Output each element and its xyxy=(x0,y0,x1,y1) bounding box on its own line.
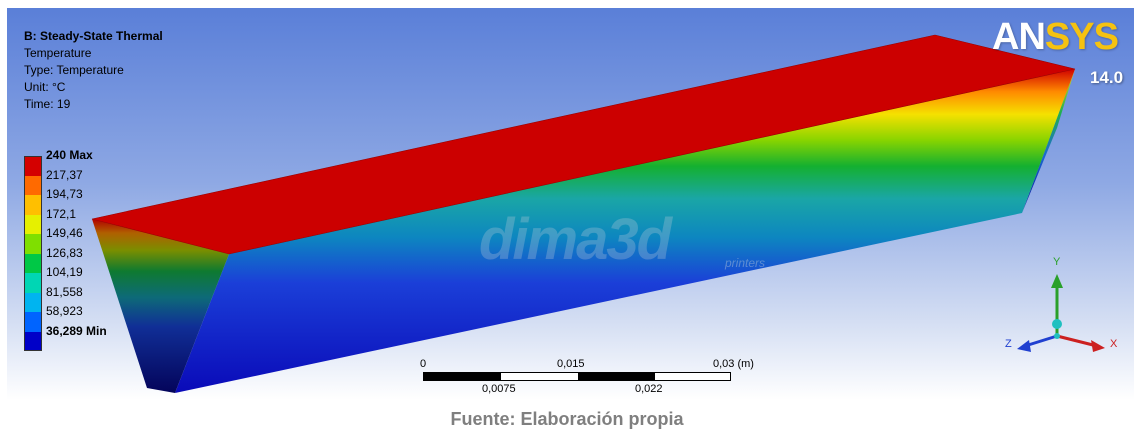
scale-label-end: 0,03 (m) xyxy=(713,358,754,370)
y-axis-label: Y xyxy=(1053,256,1061,268)
top-face xyxy=(91,34,1076,255)
y-arrow-icon xyxy=(1051,274,1063,288)
legend-swatch xyxy=(24,234,42,254)
legend-label[interactable]: 172,1 xyxy=(46,206,77,221)
scale-label-quarter: 0,0075 xyxy=(482,383,516,395)
legend-label[interactable]: 217,37 xyxy=(46,167,83,182)
result-type: Type: Temperature xyxy=(24,63,124,77)
legend-label[interactable]: 240 Max xyxy=(46,148,93,162)
scale-label-three-quarter: 0,022 xyxy=(635,383,663,395)
legend-swatch xyxy=(24,331,42,351)
legend-swatch xyxy=(24,273,42,293)
legend-label[interactable]: 104,19 xyxy=(46,265,83,279)
watermark-subtitle: printers xyxy=(725,256,766,270)
legend-label[interactable]: 36,289 Min xyxy=(46,323,107,338)
z-arrow-icon xyxy=(1017,340,1031,352)
scale-bar-segments xyxy=(423,372,731,381)
x-axis-label: X xyxy=(1110,338,1118,350)
version-label: 14.0 xyxy=(1090,68,1124,87)
result-name: Temperature xyxy=(24,46,92,60)
scale-label-0: 0 xyxy=(420,358,427,370)
legend-swatch xyxy=(24,292,42,312)
model-render[interactable] xyxy=(7,8,1134,400)
front-end-face xyxy=(92,219,229,393)
result-unit: Unit: °C xyxy=(24,80,66,94)
z-axis-label: Z xyxy=(1005,338,1012,350)
legend-label[interactable]: 194,73 xyxy=(46,187,83,201)
triad-origin xyxy=(1052,319,1062,329)
side-face xyxy=(175,69,1075,393)
figure-caption: Fuente: Elaboración propia xyxy=(450,409,684,429)
x-axis xyxy=(1056,334,1098,348)
legend-swatch xyxy=(24,156,42,176)
axis-triad[interactable] xyxy=(997,258,1117,358)
legend-swatch xyxy=(24,195,42,215)
legend-swatch xyxy=(24,214,42,234)
scale-label-mid: 0,015 xyxy=(557,358,585,370)
result-info: B: Steady-State Thermal Temperature Type… xyxy=(24,28,163,113)
legend-label[interactable]: 81,558 xyxy=(46,284,83,299)
legend-label[interactable]: 126,83 xyxy=(46,245,83,260)
ansys-logo: ANSYS xyxy=(992,16,1119,58)
watermark: dima3d xyxy=(479,207,672,272)
graphics-viewport[interactable]: dima3d printers B: Steady-State Thermal … xyxy=(7,8,1134,400)
legend-swatch xyxy=(24,175,42,195)
analysis-title: B: Steady-State Thermal xyxy=(24,29,163,43)
legend-swatch xyxy=(24,312,42,332)
result-time: Time: 19 xyxy=(24,97,71,111)
legend-label[interactable]: 149,46 xyxy=(46,226,83,240)
x-arrow-icon xyxy=(1091,340,1105,352)
legend-label[interactable]: 58,923 xyxy=(46,304,83,318)
legend-swatch xyxy=(24,253,42,273)
z-axis xyxy=(1024,334,1058,348)
